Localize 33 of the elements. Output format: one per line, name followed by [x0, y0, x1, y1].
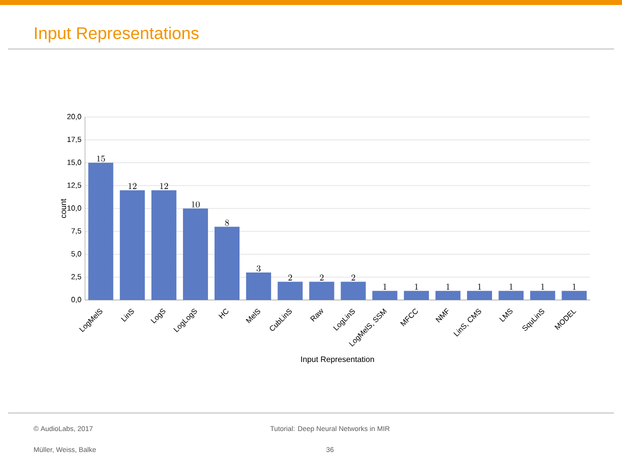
- data-label: 15: [97, 156, 105, 162]
- bar: [151, 190, 176, 300]
- data-label: 1: [414, 284, 418, 290]
- bar: [372, 290, 398, 300]
- bar: [120, 190, 145, 300]
- bar: [182, 208, 208, 300]
- data-label: 12: [128, 183, 136, 190]
- bar: [246, 272, 272, 300]
- data-label: 1: [383, 284, 386, 290]
- data-label: 8: [225, 220, 229, 226]
- data-label: 2: [288, 274, 292, 281]
- data-label: 1: [572, 284, 576, 290]
- bar: [404, 290, 429, 300]
- bar: [278, 282, 303, 300]
- bar: [530, 290, 556, 300]
- bar: [214, 226, 240, 300]
- bar: [498, 290, 524, 300]
- data-label: 10: [192, 201, 200, 208]
- bar: [340, 282, 366, 300]
- data-label: 2: [320, 274, 324, 281]
- bar: [467, 290, 492, 300]
- bar: [309, 282, 334, 300]
- data-label: 1: [446, 284, 450, 290]
- bar: [562, 290, 587, 300]
- data-label: 3: [256, 265, 261, 272]
- bar: [435, 290, 460, 300]
- bar: [88, 162, 114, 300]
- chart-title: Input Representations: [35, 26, 199, 43]
- data-label: 1: [478, 284, 482, 290]
- data-label: 2: [351, 274, 356, 281]
- data-label: 1: [510, 284, 513, 290]
- data-label: 12: [160, 183, 168, 190]
- data-label: 1: [541, 284, 544, 290]
